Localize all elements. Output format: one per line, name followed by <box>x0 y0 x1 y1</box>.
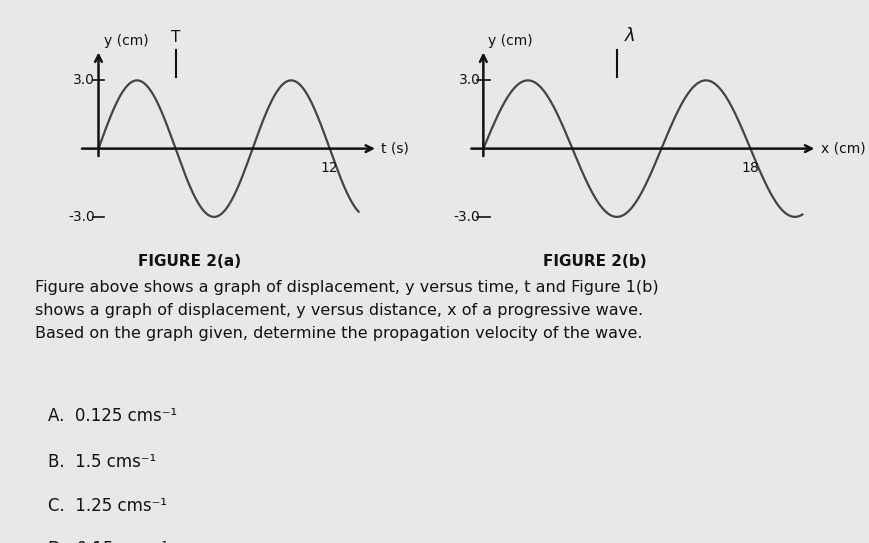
Text: 3.0: 3.0 <box>458 73 480 87</box>
Text: λ: λ <box>624 27 634 45</box>
Text: x (cm): x (cm) <box>819 142 864 156</box>
Text: C.  1.25 cms⁻¹: C. 1.25 cms⁻¹ <box>48 497 167 515</box>
Text: -3.0: -3.0 <box>68 210 95 224</box>
Text: B.  1.5 cms⁻¹: B. 1.5 cms⁻¹ <box>48 453 156 471</box>
Text: 18: 18 <box>740 161 759 175</box>
Text: y (cm): y (cm) <box>104 34 149 48</box>
Text: FIGURE 2(b): FIGURE 2(b) <box>542 255 646 269</box>
Text: -3.0: -3.0 <box>453 210 480 224</box>
Text: t (s): t (s) <box>381 142 408 156</box>
Text: FIGURE 2(a): FIGURE 2(a) <box>138 255 241 269</box>
Text: 12: 12 <box>321 161 338 175</box>
Text: 3.0: 3.0 <box>73 73 95 87</box>
Text: y (cm): y (cm) <box>488 34 532 48</box>
Text: A.  0.125 cms⁻¹: A. 0.125 cms⁻¹ <box>48 407 176 425</box>
Text: Figure above shows a graph of displacement, y versus time, t and Figure 1(b)
sho: Figure above shows a graph of displaceme… <box>35 280 658 342</box>
Text: T: T <box>170 30 180 45</box>
Text: D.  0.15 cms⁻¹: D. 0.15 cms⁻¹ <box>48 540 168 543</box>
